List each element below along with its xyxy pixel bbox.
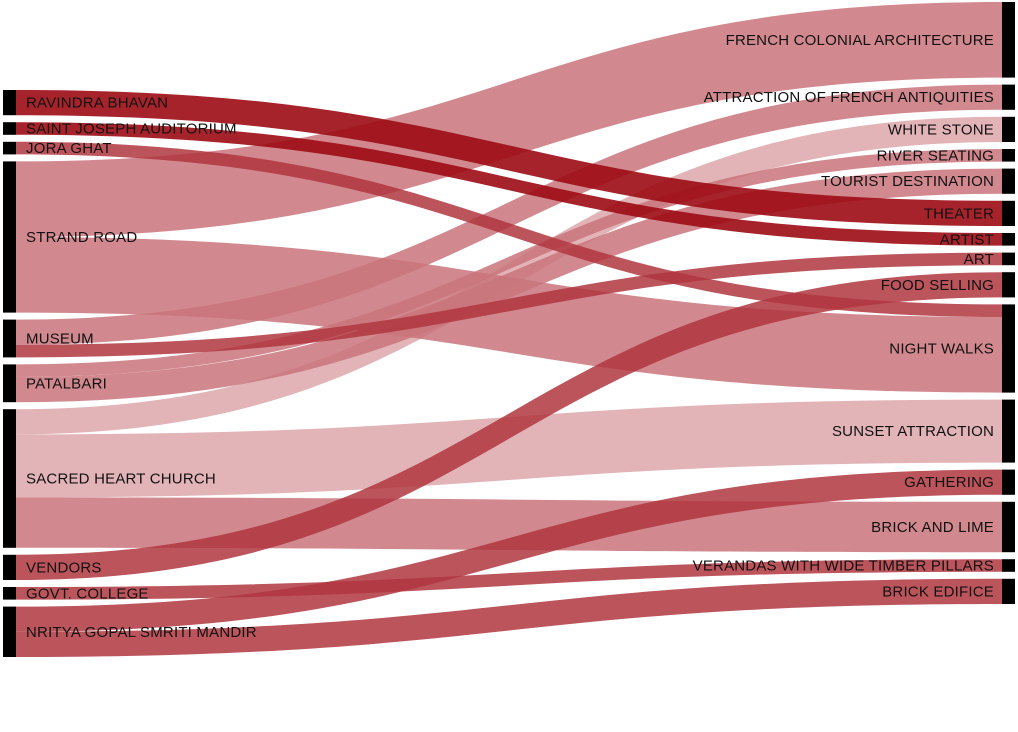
source-node-nrityagopal <box>3 606 16 657</box>
source-label-museum: MUSEUM <box>26 331 94 348</box>
link-joraghat-to-nightwalks <box>16 141 1002 317</box>
source-label-joraghat: JORA GHAT <box>26 140 112 157</box>
link-patalbari-to-riverseating <box>16 149 1002 377</box>
target-label-foodselling: FOOD SELLING <box>881 277 994 294</box>
link-sacredheart-to-sunset <box>16 399 1002 498</box>
target-node-gathering <box>1002 469 1015 495</box>
target-label-art: ART <box>964 251 994 268</box>
link-museum-to-frenchantiquities <box>16 84 1002 345</box>
sankey-nodes <box>3 2 1015 657</box>
target-node-theater <box>1002 200 1015 226</box>
source-node-govtcollege <box>3 587 16 600</box>
source-node-vendors <box>3 554 16 580</box>
target-node-verandas <box>1002 559 1015 572</box>
target-node-brickedifice <box>1002 578 1015 604</box>
source-node-sjauditorium <box>3 122 16 135</box>
link-govtcollege-to-verandas <box>16 559 1002 600</box>
source-label-ravindra: RAVINDRA BHAVAN <box>26 95 168 112</box>
source-label-patalbari: PATALBARI <box>26 375 107 392</box>
target-label-frenchantiquities: ATTRACTION OF FRENCH ANTIQUITIES <box>704 89 994 106</box>
target-label-verandas: VERANDAS WITH WIDE TIMBER PILLARS <box>693 558 994 575</box>
source-label-strandroad: STRAND ROAD <box>26 229 137 246</box>
target-label-riverseating: RIVER SEATING <box>877 147 994 164</box>
link-strandroad-to-nightwalks <box>16 237 1002 393</box>
source-label-sjauditorium: SAINT JOSEPH AUDITORIUM <box>26 121 237 138</box>
target-label-nightwalks: NIGHT WALKS <box>889 341 994 358</box>
source-node-strandroad <box>3 161 16 313</box>
link-strandroad-to-frenchcolonial <box>16 2 1002 237</box>
target-node-frenchantiquities <box>1002 84 1015 110</box>
target-node-artist <box>1002 233 1015 246</box>
target-label-artist: ARTIST <box>940 231 994 248</box>
link-sjauditorium-to-artist <box>16 122 1002 246</box>
target-node-art <box>1002 252 1015 266</box>
sankey-labels: RAVINDRA BHAVAN SAINT JOSEPH AUDITORIUM JO… <box>26 32 994 641</box>
target-label-tourist: TOURIST DESTINATION <box>821 173 994 190</box>
link-museum-to-art <box>16 252 1002 358</box>
target-label-whitestone: WHITE STONE <box>888 121 994 138</box>
link-vendors-to-foodselling <box>16 272 1002 580</box>
target-node-sunset <box>1002 399 1015 463</box>
source-node-sacredheart <box>3 409 16 548</box>
target-node-tourist <box>1002 168 1015 194</box>
target-label-brickedifice: BRICK EDIFICE <box>882 583 994 600</box>
target-node-foodselling <box>1002 272 1015 298</box>
target-label-frenchcolonial: FRENCH COLONIAL ARCHITECTURE <box>726 32 994 49</box>
target-label-theater: THEATER <box>924 205 994 222</box>
source-node-museum <box>3 319 16 358</box>
source-label-nrityagopal: NRITYA GOPAL SMRITI MANDIR <box>26 624 257 641</box>
target-node-brickandlime <box>1002 501 1015 553</box>
link-patalbari-to-tourist <box>16 168 1002 403</box>
source-node-ravindra <box>3 90 16 116</box>
source-node-joraghat <box>3 141 16 155</box>
target-node-riverseating <box>1002 149 1015 162</box>
target-label-sunset: SUNSET ATTRACTION <box>832 423 994 440</box>
target-label-gathering: GATHERING <box>904 474 994 491</box>
sankey-links <box>16 2 1002 657</box>
target-node-nightwalks <box>1002 304 1015 393</box>
source-label-sacredheart: SACRED HEART CHURCH <box>26 471 216 488</box>
source-node-patalbari <box>3 364 16 403</box>
target-node-frenchcolonial <box>1002 2 1015 78</box>
source-label-vendors: VENDORS <box>26 559 102 576</box>
link-ravindra-to-theater <box>16 90 1002 226</box>
link-nrityagopal-to-gathering <box>16 469 1002 632</box>
source-label-govtcollege: GOVT. COLLEGE <box>26 585 149 602</box>
target-node-whitestone <box>1002 116 1015 142</box>
target-label-brickandlime: BRICK AND LIME <box>871 519 994 536</box>
link-nrityagopal-to-brickedifice <box>16 578 1002 657</box>
